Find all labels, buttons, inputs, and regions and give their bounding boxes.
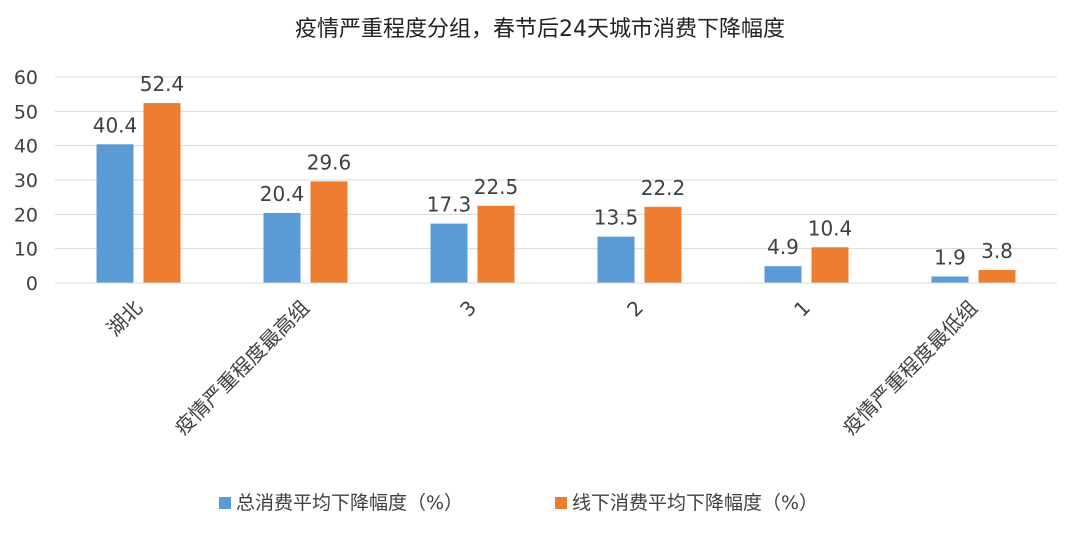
data-label: 29.6 <box>307 150 352 174</box>
x-tick-label: 疫情严重程度最高组 <box>170 296 314 440</box>
y-tick-label: 20 <box>14 204 38 226</box>
y-tick-label: 40 <box>14 136 38 158</box>
bar-series-2 <box>644 206 682 283</box>
bar-series-1 <box>931 276 969 283</box>
bar-series-2 <box>811 247 849 283</box>
y-tick-label: 50 <box>14 101 38 123</box>
x-tick-label: 2 <box>622 296 648 322</box>
bar-series-1 <box>96 144 134 283</box>
x-tick-label: 1 <box>789 296 815 322</box>
x-axis-ticks: 湖北 疫情严重程度最高组 3 2 1 疫情严重程度最低组 <box>102 296 982 440</box>
data-label: 1.9 <box>934 245 966 269</box>
bar-series-2 <box>310 181 348 283</box>
data-label: 13.5 <box>594 206 639 230</box>
legend-swatch <box>555 497 567 509</box>
y-tick-label: 10 <box>14 239 38 261</box>
data-label: 3.8 <box>981 239 1013 263</box>
bars <box>96 103 1016 284</box>
y-axis-ticks: 0 10 20 30 40 50 60 <box>14 67 38 295</box>
data-label: 20.4 <box>260 182 305 206</box>
legend-label: 线下消费平均下降幅度（%） <box>572 492 818 514</box>
y-tick-label: 30 <box>14 170 38 192</box>
chart-title: 疫情严重程度分组，春节后24天城市消费下降幅度 <box>295 17 785 42</box>
bar-series-1 <box>263 212 301 283</box>
data-label: 22.5 <box>474 175 519 199</box>
bar-series-1 <box>597 236 635 283</box>
gridlines <box>55 76 1057 250</box>
data-label: 10.4 <box>808 216 853 240</box>
data-label: 4.9 <box>767 235 799 259</box>
data-labels: 40.452.4 20.429.6 17.322.5 13.522.2 4.9 10.4 1… <box>93 72 1013 269</box>
bar-series-1 <box>430 223 468 283</box>
legend: 总消费平均下降幅度（%） 线下消费平均下降幅度（%） <box>219 492 818 514</box>
data-label: 17.3 <box>427 193 472 217</box>
data-label: 22.2 <box>641 176 686 200</box>
y-tick-label: 60 <box>14 67 38 89</box>
x-tick-label: 3 <box>455 296 481 322</box>
data-label: 40.4 <box>93 113 138 137</box>
bar-series-1 <box>764 266 802 283</box>
y-tick-label: 0 <box>26 273 38 295</box>
bar-series-2 <box>143 103 181 284</box>
legend-swatch <box>219 497 231 509</box>
data-label: 52.4 <box>140 72 185 96</box>
legend-label: 总消费平均下降幅度（%） <box>236 492 463 514</box>
bar-series-2 <box>477 205 515 283</box>
x-tick-label: 疫情严重程度最低组 <box>838 296 982 440</box>
x-tick-label: 湖北 <box>102 296 147 341</box>
bar-series-2 <box>978 269 1016 283</box>
